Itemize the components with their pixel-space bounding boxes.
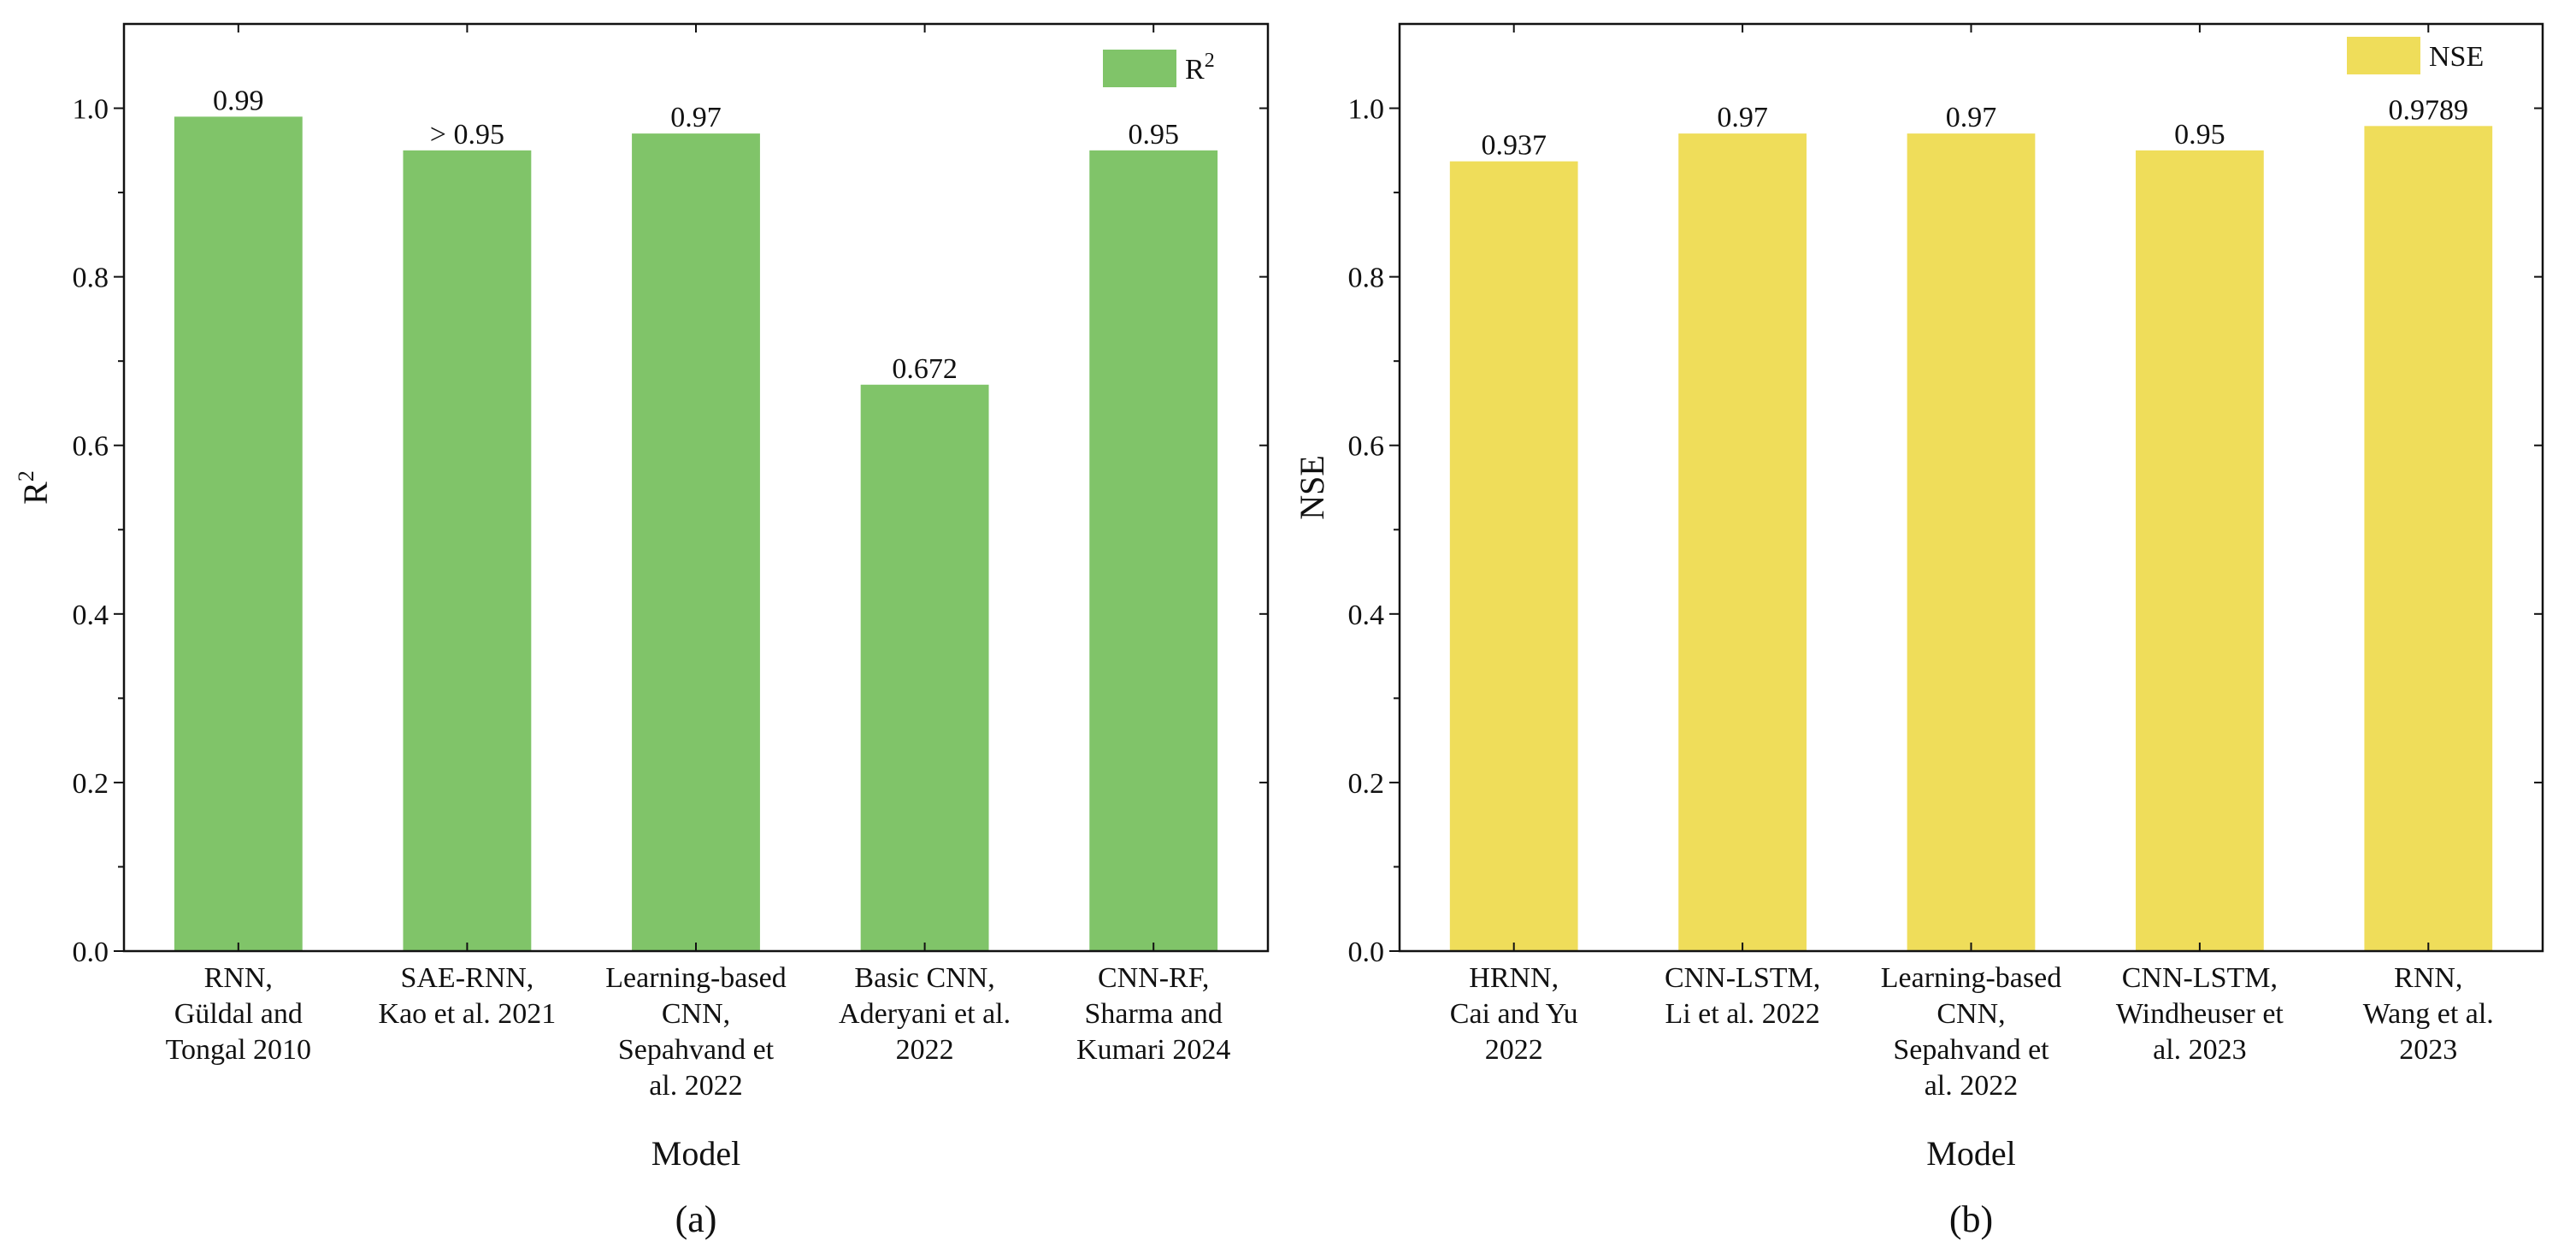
y-tick-label: 0.0 — [73, 937, 109, 968]
data-label-4: 0.672 — [892, 353, 958, 385]
bar-4 — [860, 384, 989, 951]
category-line: Learning-based — [605, 962, 786, 994]
bar-5 — [2364, 126, 2493, 951]
category-line: Sepahvand et — [1893, 1034, 2049, 1066]
category-label-2: SAE-RNN, Kao et al. 2021 — [379, 962, 557, 1030]
category-line: CNN-RF, — [1098, 962, 1209, 994]
category-label-4: Basic CNN, Aderyani et al. 2022 — [839, 962, 1011, 1066]
category-line: CNN-LSTM, — [1665, 962, 1820, 994]
bar-5 — [1089, 150, 1218, 951]
category-line: HRNN, — [1469, 962, 1559, 994]
category-label-5: RNN, Wang et al. 2023 — [2363, 962, 2494, 1066]
panel-label: (b) — [1949, 1198, 1993, 1240]
legend-swatch — [1103, 50, 1176, 87]
legend-swatch — [2347, 37, 2420, 74]
y-tick-label: 1.0 — [73, 94, 109, 126]
y-tick-label: 0.0 — [1348, 937, 1385, 968]
category-line: al. 2022 — [1925, 1070, 2019, 1102]
bar-2 — [1678, 133, 1807, 952]
data-label-5: 0.9789 — [2389, 94, 2469, 126]
category-line: Sepahvand et — [618, 1034, 775, 1066]
category-label-3: Learning-based CNN, Sepahvand et al. 2022 — [1881, 962, 2061, 1102]
panel-label: (a) — [675, 1198, 717, 1240]
category-label-5: CNN-RF, Sharma and Kumari 2024 — [1076, 962, 1230, 1066]
y-axis-title: NSE — [1293, 455, 1331, 520]
data-label-5: 0.95 — [1128, 119, 1179, 151]
category-line: Tongal 2010 — [166, 1034, 311, 1066]
data-label-3: 0.97 — [670, 102, 722, 133]
category-line: CNN, — [662, 998, 730, 1030]
plot-frame — [122, 22, 1270, 953]
y-tick-label: 0.6 — [1348, 431, 1385, 463]
category-line: Windheuser et — [2116, 998, 2284, 1030]
category-line: RNN, — [2394, 962, 2462, 994]
category-line: SAE-RNN, — [400, 962, 533, 994]
bar-2 — [403, 150, 532, 951]
category-line: Aderyani et al. — [839, 998, 1011, 1030]
category-line: 2022 — [1485, 1034, 1543, 1066]
category-label-2: CNN-LSTM, Li et al. 2022 — [1665, 962, 1820, 1030]
legend-label: NSE — [2429, 41, 2484, 73]
y-tick-label: 0.2 — [1348, 768, 1385, 800]
category-line: RNN, — [204, 962, 273, 994]
category-line: Kao et al. 2021 — [379, 998, 557, 1030]
category-line: Learning-based — [1881, 962, 2061, 994]
data-label-2: > 0.95 — [430, 119, 504, 151]
category-line: CNN, — [1936, 998, 2005, 1030]
legend-label-text: NSE — [2429, 41, 2484, 73]
category-line: al. 2022 — [649, 1070, 743, 1102]
category-line: Güldal and — [174, 998, 303, 1030]
legend-label: R2 — [1185, 50, 1215, 86]
y-axis-title-superscript: 2 — [14, 470, 38, 482]
legend-label-text: R — [1185, 54, 1205, 86]
category-line: Kumari 2024 — [1076, 1034, 1230, 1066]
y-tick-label: 0.8 — [1348, 263, 1385, 294]
data-label-3: 0.97 — [1946, 102, 1997, 133]
data-label-2: 0.97 — [1717, 102, 1768, 133]
chart-panel-a: 0.99 RNN, Güldal and Tongal 2010 > 0.95 SAE-R… — [14, 22, 1270, 1240]
category-label-4: CNN-LSTM, Windheuser et al. 2023 — [2116, 962, 2284, 1066]
category-line: 2022 — [896, 1034, 954, 1066]
bar-4 — [2136, 150, 2264, 951]
category-line: Wang et al. — [2363, 998, 2494, 1030]
data-label-1: 0.937 — [1481, 130, 1547, 162]
data-label-1: 0.99 — [213, 85, 264, 116]
legend-label-superscript: 2 — [1205, 50, 1215, 72]
x-axis-title: Model — [651, 1134, 740, 1173]
plot-frame — [1398, 22, 2544, 953]
category-label-1: RNN, Güldal and Tongal 2010 — [166, 962, 311, 1066]
category-line: al. 2023 — [2153, 1034, 2247, 1066]
category-label-3: Learning-based CNN, Sepahvand et al. 2022 — [605, 962, 786, 1102]
category-line: Li et al. 2022 — [1665, 998, 1819, 1030]
y-axis-title: R2 — [14, 470, 55, 505]
y-axis-title-text: NSE — [1293, 455, 1331, 520]
y-tick-label: 0.4 — [73, 600, 109, 631]
category-line: 2023 — [2399, 1034, 2457, 1066]
category-line: Sharma and — [1084, 998, 1222, 1030]
category-label-1: HRNN, Cai and Yu 2022 — [1450, 962, 1578, 1066]
bar-3 — [632, 133, 760, 952]
data-label-4: 0.95 — [2174, 119, 2225, 151]
y-tick-label: 0.8 — [73, 263, 109, 294]
category-line: Cai and Yu — [1450, 998, 1578, 1030]
category-line: Basic CNN, — [854, 962, 994, 994]
y-tick-label: 0.2 — [73, 768, 109, 800]
bar-1 — [174, 116, 303, 951]
y-tick-label: 1.0 — [1348, 94, 1385, 126]
category-line: CNN-LSTM, — [2122, 962, 2278, 994]
y-tick-label: 0.6 — [73, 431, 109, 463]
x-axis-title: Model — [1926, 1134, 2015, 1173]
y-tick-label: 0.4 — [1348, 600, 1385, 631]
chart-panel-b: 0.937 HRNN, Cai and Yu 2022 0.97 CNN-LSTM, Li … — [1293, 22, 2544, 1240]
bar-3 — [1907, 133, 2036, 952]
y-axis-title-text: R — [16, 482, 55, 505]
bar-1 — [1449, 161, 1578, 951]
